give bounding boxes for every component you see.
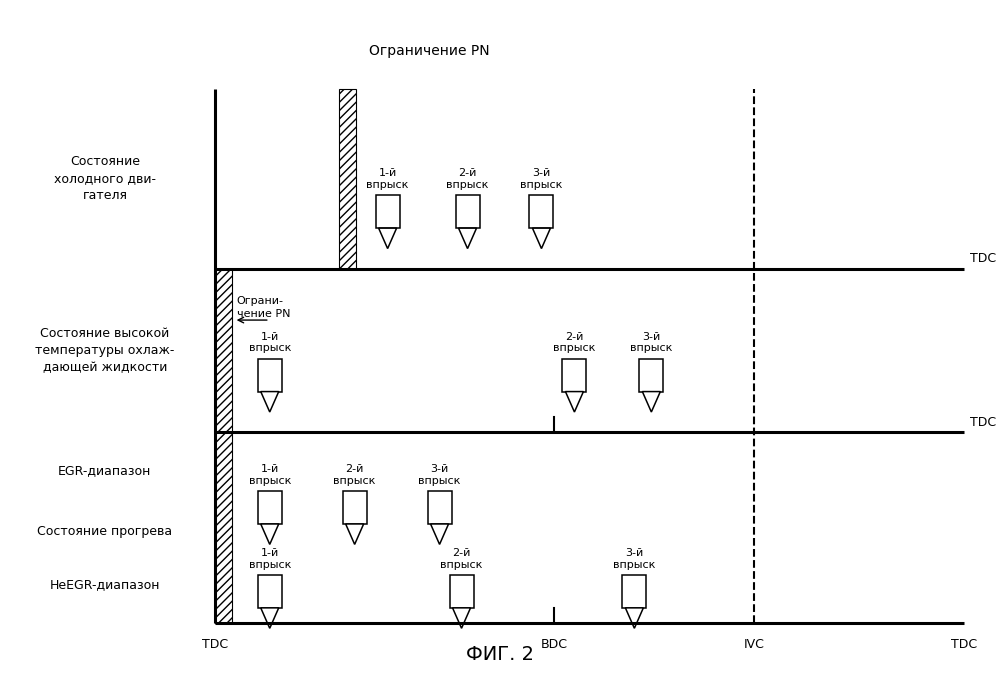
- Text: TDC: TDC: [202, 638, 228, 651]
- Polygon shape: [642, 392, 660, 412]
- Bar: [639, 359, 663, 392]
- Text: Ограни-
чение PN: Ограни- чение PN: [237, 296, 291, 319]
- Text: IVC: IVC: [744, 638, 764, 651]
- Text: Состояние высокой
температуры охлаж-
дающей жидкости: Состояние высокой температуры охлаж- даю…: [35, 327, 175, 375]
- Text: Ограничение PN: Ограничение PN: [370, 44, 490, 58]
- Text: 1-й
впрыск: 1-й впрыск: [367, 168, 409, 190]
- Text: 2-й
впрыск: 2-й впрыск: [553, 332, 595, 353]
- Bar: [562, 359, 586, 392]
- Text: 2-й
впрыск: 2-й впрыск: [447, 168, 489, 190]
- Bar: [428, 491, 452, 524]
- Text: TDC: TDC: [970, 252, 996, 266]
- Polygon shape: [459, 228, 477, 249]
- Polygon shape: [625, 608, 643, 629]
- Bar: [343, 491, 367, 524]
- Polygon shape: [453, 608, 471, 629]
- Polygon shape: [261, 608, 279, 629]
- Text: 2-й
впрыск: 2-й впрыск: [334, 464, 376, 486]
- Text: ФИГ. 2: ФИГ. 2: [466, 645, 533, 664]
- Bar: [258, 359, 282, 392]
- Text: BDC: BDC: [540, 638, 568, 651]
- Text: 3-й
впрыск: 3-й впрыск: [419, 464, 461, 486]
- Polygon shape: [532, 228, 550, 249]
- Text: 1-й
впрыск: 1-й впрыск: [249, 332, 291, 353]
- Bar: [258, 575, 282, 608]
- Bar: [450, 575, 474, 608]
- Text: 1-й
впрыск: 1-й впрыск: [249, 548, 291, 570]
- Bar: [258, 491, 282, 524]
- Text: 2-й
впрыск: 2-й впрыск: [441, 548, 483, 570]
- Bar: [376, 195, 400, 228]
- Polygon shape: [565, 392, 583, 412]
- Text: 1-й
впрыск: 1-й впрыск: [249, 464, 291, 486]
- Text: TDC: TDC: [970, 415, 996, 429]
- Bar: [215, 269, 232, 432]
- Text: EGR-диапазон: EGR-диапазон: [58, 464, 152, 477]
- Text: TDC: TDC: [951, 638, 977, 651]
- Bar: [622, 575, 646, 608]
- Bar: [215, 432, 232, 623]
- Text: НеEGR-диапазон: НеEGR-диапазон: [50, 578, 160, 592]
- Polygon shape: [261, 524, 279, 544]
- Polygon shape: [431, 524, 449, 544]
- Polygon shape: [261, 392, 279, 412]
- Polygon shape: [379, 228, 397, 249]
- Bar: [339, 89, 356, 269]
- Bar: [456, 195, 480, 228]
- Text: 3-й
впрыск: 3-й впрыск: [630, 332, 672, 353]
- Text: 3-й
впрыск: 3-й впрыск: [520, 168, 562, 190]
- Text: Состояние
холодного дви-
гателя: Состояние холодного дви- гателя: [54, 155, 156, 202]
- Polygon shape: [346, 524, 364, 544]
- Text: 3-й
впрыск: 3-й впрыск: [613, 548, 655, 570]
- Text: Состояние прогрева: Состояние прогрева: [37, 525, 173, 538]
- Bar: [529, 195, 553, 228]
